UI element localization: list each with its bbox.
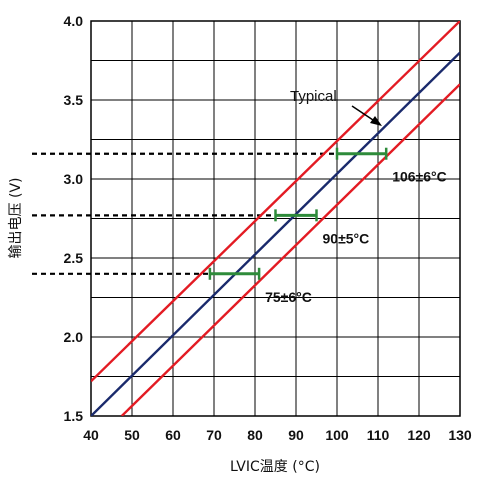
range-label: 106±6°C [392, 169, 447, 185]
tick-labels: 40 50 60 70 80 90 100 110 120 130 1.5 2.0 2.5 3.0 3.5 4… [64, 13, 472, 443]
limit-line [91, 21, 460, 383]
range-label: 90±5°C [323, 230, 370, 246]
limit-line [120, 83, 460, 416]
x-tick-label: 90 [288, 427, 304, 443]
y-tick-label: 3.0 [64, 171, 84, 187]
x-tick-label: 40 [83, 427, 99, 443]
temperature-ranges: 75±6°C 90±5°C 106±6°C Typical [208, 88, 447, 305]
series-lines [91, 21, 460, 416]
grid [90, 20, 461, 417]
y-tick-label: 2.0 [64, 329, 84, 345]
x-tick-label: 50 [124, 427, 140, 443]
typical-arrow-shaft [351, 105, 377, 123]
typical-arrow-head [370, 116, 382, 126]
typical-label: Typical [290, 88, 337, 105]
y-tick-label: 1.5 [64, 408, 84, 424]
typical-line [91, 51, 460, 416]
x-tick-label: 120 [407, 427, 431, 443]
y-tick-label: 4.0 [64, 13, 84, 29]
x-tick-label: 100 [325, 427, 349, 443]
range-label: 75±6°C [265, 289, 312, 305]
x-tick-label: 130 [448, 427, 472, 443]
y-axis-title: 输出电压 (V) [8, 178, 24, 259]
x-axis-title: LVIC温度 (°C) [230, 459, 320, 475]
reference-dashes [32, 152, 337, 275]
plot-frame [90, 20, 461, 417]
y-tick-label: 3.5 [64, 92, 84, 108]
x-tick-label: 110 [367, 427, 390, 443]
y-tick-label: 2.5 [64, 250, 84, 266]
x-tick-label: 70 [206, 427, 222, 443]
x-tick-label: 80 [247, 427, 263, 443]
x-tick-label: 60 [165, 427, 181, 443]
